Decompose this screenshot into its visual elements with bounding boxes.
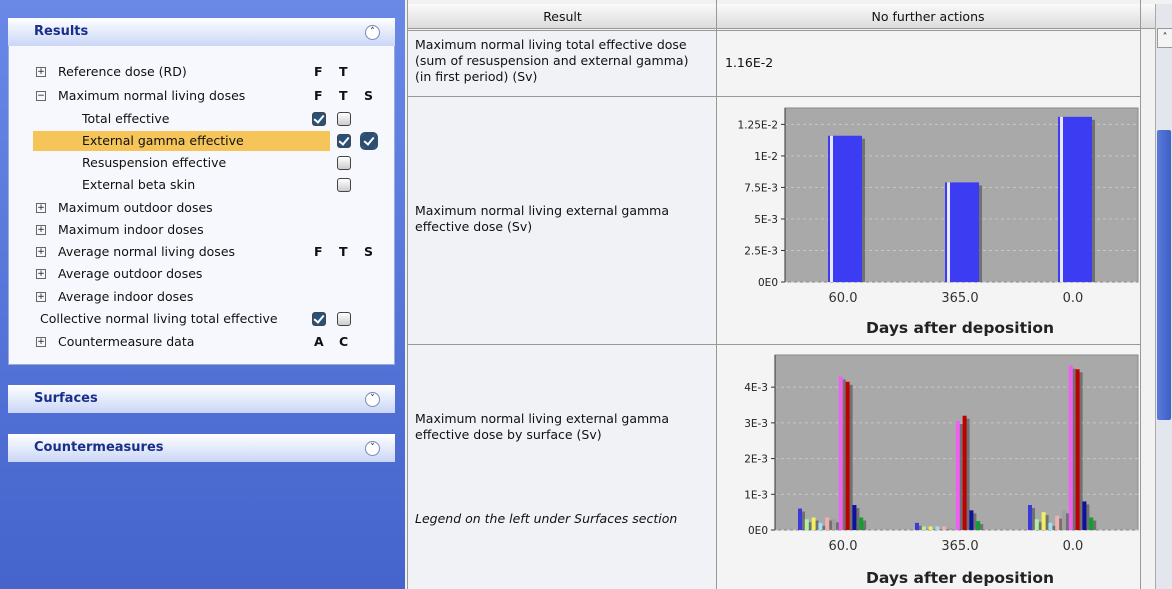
collapse-toggle[interactable]: ˅ — [365, 392, 380, 407]
checkbox[interactable] — [337, 156, 351, 170]
result-cell — [717, 31, 1140, 96]
panel-title: Surfaces — [34, 391, 98, 406]
result-cell — [717, 345, 1140, 589]
column-flag: F — [314, 64, 323, 79]
result-cell — [408, 31, 716, 96]
result-value: 1.16E-2 — [725, 55, 774, 70]
column-header: No further actions — [871, 9, 985, 24]
result-cell — [408, 97, 716, 344]
result-cell — [408, 345, 716, 589]
tree-item[interactable]: Total effective — [82, 111, 170, 126]
checkbox[interactable] — [360, 132, 378, 150]
checkbox[interactable] — [312, 112, 326, 126]
row-divider — [407, 96, 1141, 97]
expand-toggle[interactable]: + — [36, 269, 46, 279]
panel-header[interactable]: Surfaces ˅ — [8, 385, 395, 413]
tree-item[interactable]: Resuspension effective — [82, 155, 227, 170]
checkbox[interactable] — [337, 112, 351, 126]
checkbox[interactable] — [312, 312, 326, 326]
tree-item[interactable]: Reference dose (RD) — [58, 64, 187, 79]
column-flag: S — [364, 88, 374, 103]
tree-item[interactable]: Maximum indoor doses — [58, 222, 204, 237]
tree-item[interactable]: Average normal living doses — [58, 244, 236, 259]
tree-item[interactable]: External gamma effective — [82, 133, 244, 148]
column-flag: T — [339, 88, 348, 103]
expand-toggle[interactable]: + — [36, 67, 46, 77]
expand-toggle[interactable]: − — [36, 91, 46, 101]
expand-toggle[interactable]: + — [36, 337, 46, 347]
collapse-toggle[interactable]: ˄ — [365, 25, 380, 40]
table-header — [407, 4, 1157, 29]
scroll-thumb[interactable] — [1157, 130, 1171, 420]
expand-toggle[interactable]: + — [36, 292, 46, 302]
results-table: Result No further actions Maximum normal l… — [405, 0, 1172, 589]
tree-item[interactable]: Maximum normal living doses — [58, 88, 246, 103]
column-divider — [716, 0, 717, 589]
panel-body — [8, 18, 395, 365]
result-cell — [717, 97, 1140, 344]
column-flag: F — [314, 88, 323, 103]
tree-item[interactable]: Average outdoor doses — [58, 266, 203, 281]
column-flag: A — [314, 334, 324, 349]
expand-toggle[interactable]: + — [36, 203, 46, 213]
tree-item[interactable]: Average indoor doses — [58, 289, 194, 304]
tree-item[interactable]: External beta skin — [82, 177, 196, 192]
column-divider — [1140, 0, 1141, 589]
row-divider — [407, 30, 1141, 31]
result-label: Maximum normal living total effective do… — [415, 37, 689, 84]
selection-highlight — [33, 131, 330, 151]
panel-header[interactable]: Countermeasures ˅ — [8, 434, 395, 462]
checkbox[interactable] — [337, 312, 351, 326]
tree-item[interactable]: Countermeasure data — [58, 334, 195, 349]
tree-item[interactable]: Collective normal living total effective — [40, 311, 278, 326]
collapse-toggle[interactable]: ˅ — [365, 441, 380, 456]
column-flag: F — [314, 244, 323, 259]
sidebar: Results ˄ + Reference dose (RD) F T − Maximum n… — [0, 0, 405, 589]
result-note: Legend on the left under Surfaces sectio… — [415, 511, 678, 526]
expand-toggle[interactable]: + — [36, 247, 46, 257]
result-label: Maximum normal living external gamma eff… — [415, 411, 669, 442]
tree-item[interactable]: Maximum outdoor doses — [58, 200, 213, 215]
scroll-up[interactable]: ˄ — [1157, 28, 1172, 48]
row-divider — [407, 344, 1141, 345]
column-flag: T — [339, 64, 348, 79]
column-header: Result — [543, 9, 582, 24]
expand-toggle[interactable]: + — [36, 225, 46, 235]
panel-title: Results — [34, 24, 89, 39]
checkbox[interactable] — [337, 178, 351, 192]
column-divider — [407, 0, 408, 589]
panel-header[interactable]: Results ˄ — [8, 18, 395, 46]
column-flag: C — [339, 334, 349, 349]
column-flag: T — [339, 244, 348, 259]
column-flag: S — [364, 244, 374, 259]
panel-title: Countermeasures — [34, 440, 164, 455]
checkbox[interactable] — [337, 134, 351, 148]
result-label: Maximum normal living external gamma eff… — [415, 203, 669, 234]
